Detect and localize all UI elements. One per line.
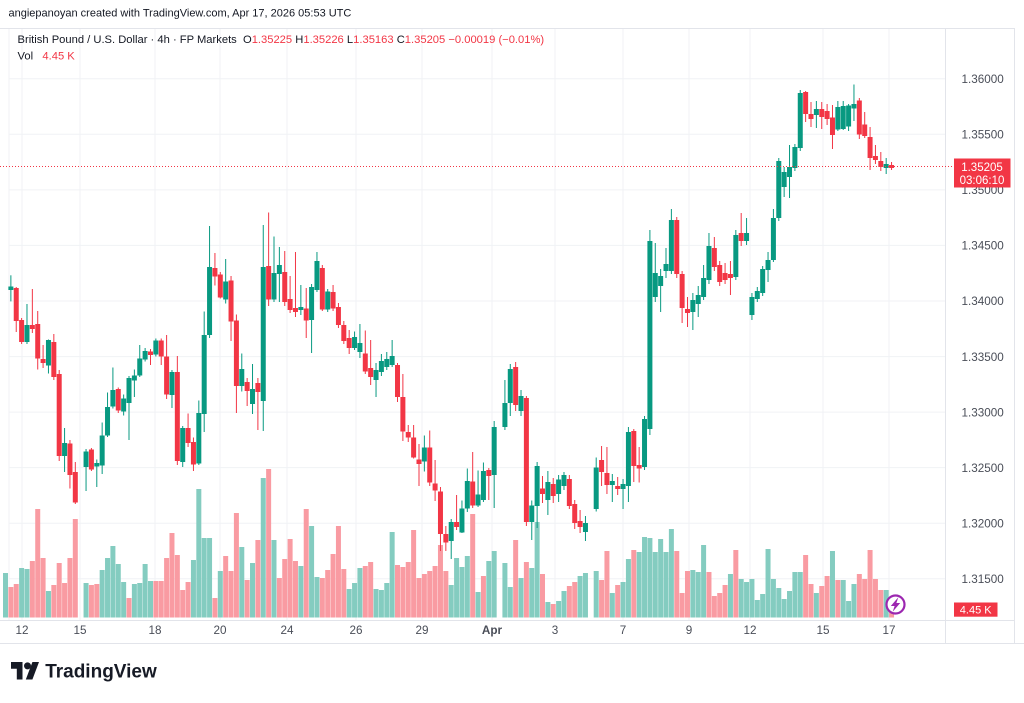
svg-text:1.33000: 1.33000 [962,406,1005,419]
svg-text:1.32500: 1.32500 [962,462,1005,475]
svg-text:20: 20 [213,624,227,637]
svg-text:29: 29 [415,624,428,637]
svg-text:1.31500: 1.31500 [962,573,1005,586]
svg-text:1.35500: 1.35500 [962,129,1005,142]
svg-text:1.36000: 1.36000 [962,73,1005,86]
svg-text:12: 12 [743,624,756,637]
svg-text:1.35205: 1.35205 [961,162,1003,174]
svg-text:1.32000: 1.32000 [962,517,1005,530]
svg-text:24: 24 [280,624,294,637]
svg-text:15: 15 [73,624,87,637]
svg-text:17: 17 [882,624,895,637]
svg-text:1.33500: 1.33500 [962,351,1005,364]
svg-text:15: 15 [816,624,830,637]
svg-text:26: 26 [349,624,362,637]
svg-text:3: 3 [552,624,559,637]
svg-text:1.34500: 1.34500 [962,240,1005,253]
svg-text:9: 9 [686,624,693,637]
svg-text:British Pound / U.S. Dollar ·: British Pound / U.S. Dollar · 4h · FP Ma… [18,34,545,46]
svg-text:1.34000: 1.34000 [962,295,1005,308]
svg-text:12: 12 [15,624,28,637]
svg-text:4.45 K: 4.45 K [960,605,992,617]
svg-text:angiepanoyan created with Trad: angiepanoyan created with TradingView.co… [9,8,352,20]
svg-text:18: 18 [148,624,161,637]
svg-text:7: 7 [620,624,627,637]
svg-text:Apr: Apr [482,624,503,637]
svg-text:Vol 4.45 K: Vol 4.45 K [18,51,76,63]
svg-text:03:06:10: 03:06:10 [960,175,1005,187]
svg-text:TradingView: TradingView [45,662,157,683]
